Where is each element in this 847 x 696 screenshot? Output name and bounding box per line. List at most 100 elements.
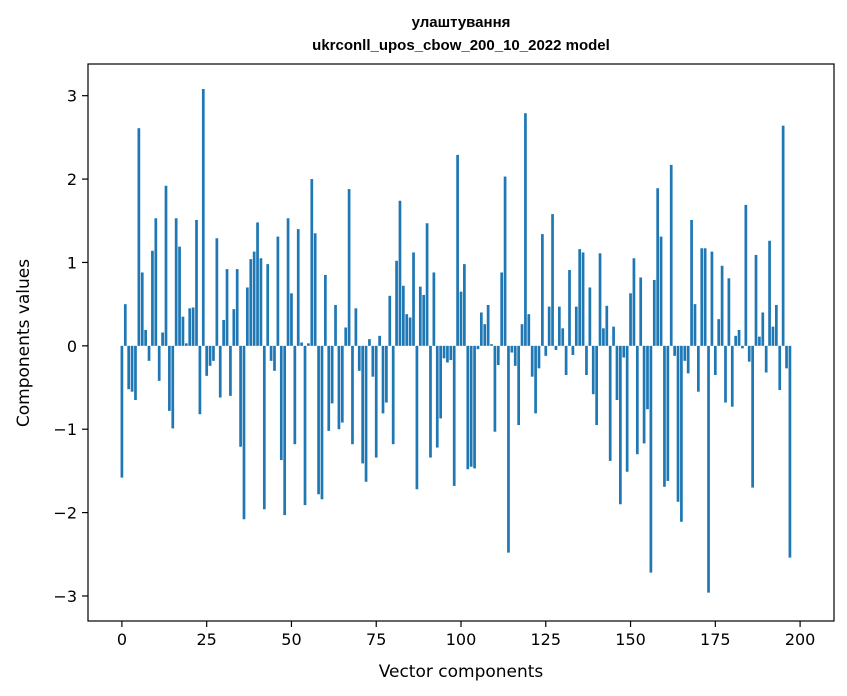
bar-141	[598, 253, 602, 346]
bar-139	[591, 345, 595, 395]
bar-92	[432, 272, 436, 346]
bar-31	[225, 269, 229, 346]
bar-188	[758, 336, 761, 346]
axes-group: 0 25 50 75 100 125 150 175 200 −3 −2 −1 0 1 2 3	[53, 87, 815, 649]
bar-138	[588, 287, 592, 346]
bar-89	[422, 294, 426, 346]
bar-35	[239, 345, 242, 447]
bar-166	[683, 345, 687, 361]
bar-78	[385, 345, 388, 403]
bar-108	[486, 304, 490, 346]
bar-187	[754, 254, 758, 346]
bar-117	[517, 345, 520, 426]
bar-67	[347, 189, 351, 346]
y-tick-label: 2	[67, 170, 77, 189]
bar-84	[405, 314, 409, 346]
bar-173	[707, 345, 710, 593]
bar-34	[235, 269, 239, 346]
bar-97	[449, 345, 453, 361]
bar-157	[652, 279, 656, 346]
bar-63	[334, 304, 337, 346]
bar-5	[137, 128, 141, 346]
bar-48	[283, 345, 287, 516]
bar-43	[266, 264, 270, 346]
bar-10	[154, 218, 158, 346]
bar-137	[585, 345, 588, 376]
x-axis-label: Vector components	[379, 662, 544, 682]
bar-189	[761, 312, 765, 346]
x-tick-label: 50	[281, 630, 301, 649]
bar-14	[168, 345, 171, 411]
bar-169	[693, 304, 697, 346]
bar-3	[130, 345, 134, 392]
bar-26	[208, 345, 212, 366]
bar-82	[398, 200, 402, 346]
bar-191	[768, 240, 771, 346]
bar-161	[666, 345, 670, 481]
bar-58	[317, 345, 320, 495]
bar-94	[439, 345, 443, 419]
y-tick-label: −3	[53, 587, 77, 606]
bar-194	[778, 345, 782, 391]
bar-37	[246, 287, 249, 346]
bar-148	[622, 345, 626, 358]
bar-170	[697, 345, 700, 392]
bar-80	[391, 345, 395, 445]
bar-75	[374, 345, 378, 458]
bar-25	[205, 345, 209, 376]
bar-110	[493, 345, 497, 432]
bar-65	[340, 345, 344, 423]
bar-104	[473, 345, 476, 469]
bar-107	[483, 324, 487, 346]
bar-90	[425, 223, 429, 346]
bar-102	[466, 345, 470, 470]
bar-190	[764, 345, 768, 373]
bar-57	[313, 233, 317, 346]
bar-132	[568, 269, 571, 346]
bar-127	[551, 214, 554, 346]
bar-101	[463, 264, 466, 346]
bar-140	[595, 345, 598, 426]
bar-24	[201, 89, 205, 346]
bar-129	[557, 306, 561, 346]
bar-158	[656, 188, 660, 346]
bar-152	[635, 345, 639, 455]
bar-120	[527, 314, 531, 346]
bar-93	[435, 345, 439, 448]
bar-111	[496, 345, 500, 366]
bar-193	[775, 304, 778, 346]
bar-15	[171, 345, 175, 429]
bar-49	[286, 218, 290, 346]
bar-45	[273, 345, 276, 371]
bar-164	[676, 345, 680, 502]
chart-title-line-1: улаштування	[412, 14, 511, 31]
bar-133	[571, 345, 575, 356]
bar-118	[520, 324, 524, 346]
bar-17	[178, 246, 181, 346]
bar-135	[578, 249, 582, 346]
y-tick-label: 1	[67, 253, 77, 272]
bar-196	[785, 345, 788, 369]
y-tick-label: 3	[67, 87, 77, 106]
bar-122	[534, 345, 537, 414]
bar-62	[330, 345, 334, 404]
bar-74	[371, 345, 375, 377]
bar-9	[151, 250, 154, 346]
x-tick-label: 150	[615, 630, 646, 649]
bar-154	[642, 345, 646, 444]
y-tick-label: −2	[53, 504, 77, 523]
bar-59	[320, 345, 324, 500]
bar-181	[734, 335, 738, 346]
bar-64	[337, 345, 341, 430]
bar-0	[120, 345, 124, 478]
bar-1	[123, 304, 127, 346]
x-tick-label: 125	[530, 630, 561, 649]
bar-176	[717, 319, 721, 346]
x-tick-label: 25	[197, 630, 217, 649]
bar-192	[771, 326, 775, 346]
bar-53	[300, 342, 303, 346]
bar-143	[605, 305, 609, 346]
bar-197	[788, 345, 792, 558]
bar-47	[279, 345, 283, 461]
bar-125	[544, 345, 548, 356]
